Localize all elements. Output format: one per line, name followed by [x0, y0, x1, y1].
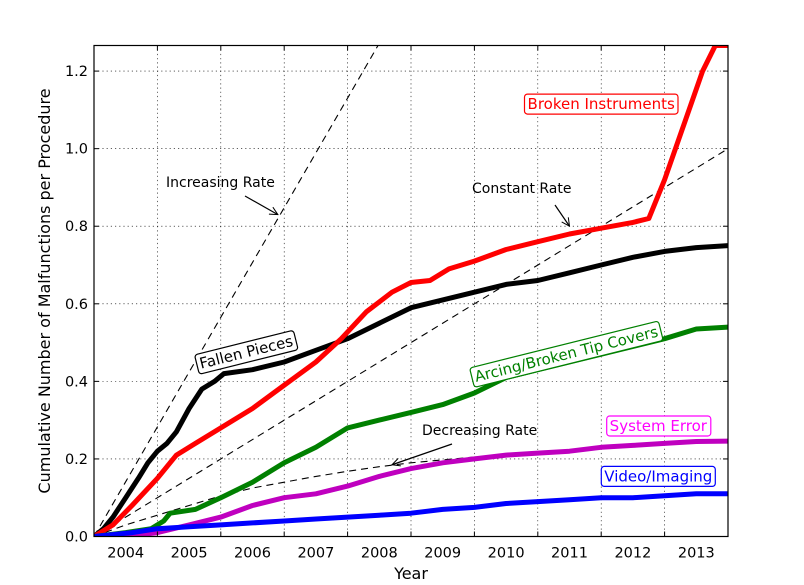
label-box [606, 415, 712, 437]
label-system-error: System Error [606, 415, 712, 437]
x-tick-label: 2011 [551, 546, 588, 562]
label-box [523, 93, 679, 115]
label-video-imaging: Video/Imaging [600, 465, 716, 487]
x-tick-label: 2013 [678, 546, 715, 562]
annotation-arrow [554, 204, 570, 226]
label-box [194, 330, 299, 375]
x-tick-label: 2006 [234, 546, 271, 562]
reference-line-constant-rate [94, 148, 728, 537]
label-text: Fallen Pieces [198, 332, 295, 373]
annotations: Increasing Rate Constant Rate Decreasing R… [166, 175, 572, 465]
label-text: Broken Instruments [528, 95, 675, 113]
label-text: Arcing/Broken Tip Covers [473, 323, 660, 386]
y-tick-label: 0.2 [65, 452, 88, 468]
label-broken-instruments: Broken Instruments [523, 93, 679, 115]
x-axis: 2004 2005 2006 2007 2008 2009 2010 2011 2012 2013 [107, 45, 715, 562]
annotation-arrow [244, 195, 278, 215]
label-box [600, 465, 716, 487]
series-lines [94, 45, 728, 537]
y-axis-title: Cumulative Number of Malfunctions per Pr… [35, 88, 54, 493]
x-tick-label: 2010 [488, 546, 525, 562]
x-tick-label: 2009 [424, 546, 461, 562]
series-line-fallen-pieces [94, 243, 728, 537]
x-tick-label: 2007 [297, 546, 334, 562]
label-text: Video/Imaging [604, 467, 712, 485]
grid [94, 45, 728, 537]
annotation-decreasing-rate: Decreasing Rate [422, 423, 537, 439]
label-arcing-broken-tip-covers: Arcing/Broken Tip Covers [469, 320, 664, 388]
y-tick-label: 0.8 [65, 219, 88, 235]
x-tick-label: 2012 [614, 546, 651, 562]
x-tick-label: 2008 [361, 546, 398, 562]
x-tick-label: 2005 [171, 546, 208, 562]
series-line-system-error [94, 438, 728, 537]
y-tick-label: 1.0 [65, 142, 88, 158]
x-tick-label: 2004 [107, 546, 144, 562]
label-text: System Error [610, 417, 708, 435]
y-tick-label: 0.4 [65, 374, 88, 390]
annotation-arrow [392, 443, 453, 465]
x-axis-title: Year [393, 564, 428, 583]
y-axis: 0.0 0.2 0.4 0.6 0.8 1.0 1.2 [65, 64, 728, 546]
series-line-video-imaging [94, 491, 728, 537]
reference-lines [94, 45, 728, 537]
y-tick-label: 1.2 [65, 64, 88, 80]
annotation-increasing-rate: Increasing Rate [166, 175, 275, 191]
y-tick-label: 0.0 [65, 530, 88, 546]
series-line-broken-instruments [94, 45, 728, 537]
y-tick-label: 0.6 [65, 297, 88, 313]
label-box [469, 320, 664, 388]
reference-line-increasing-rate [94, 45, 379, 537]
annotation-constant-rate: Constant Rate [472, 181, 572, 197]
